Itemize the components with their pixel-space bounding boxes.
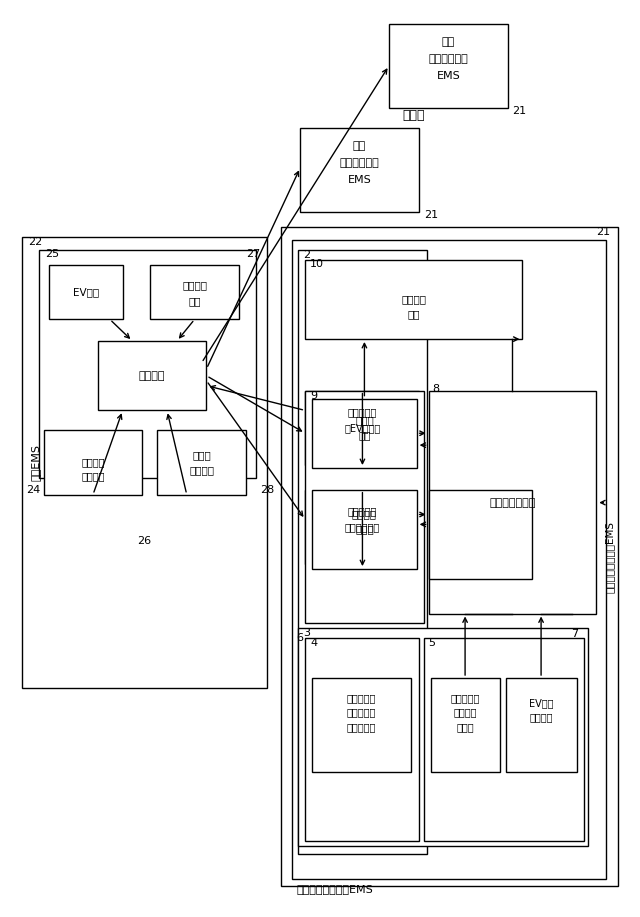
Text: 充電ステーションEMS: 充電ステーションEMS: [296, 884, 373, 894]
Bar: [389, 24, 508, 108]
Bar: [312, 399, 417, 468]
Text: 8: 8: [433, 383, 440, 393]
Text: 場所情報: 場所情報: [81, 470, 105, 481]
Text: 走行情報: 走行情報: [189, 465, 214, 475]
Bar: [305, 391, 424, 624]
Text: 充電情報: 充電情報: [182, 281, 207, 291]
Text: 充電条件決定部: 充電条件決定部: [489, 498, 536, 508]
Text: 充電情報: 充電情報: [401, 294, 426, 304]
Bar: [431, 678, 500, 772]
Bar: [312, 678, 411, 772]
Bar: [429, 490, 532, 579]
Text: 予備充電: 予備充電: [352, 510, 377, 520]
Bar: [300, 128, 419, 212]
Text: 21: 21: [424, 210, 438, 220]
Text: （EV情報）: （EV情報）: [344, 424, 381, 433]
Text: （定置型蓄: （定置型蓄: [347, 708, 376, 718]
Text: 5: 5: [429, 638, 436, 648]
Text: 第２取得部: 第２取得部: [347, 693, 376, 702]
Text: 量計算: 量計算: [355, 525, 374, 535]
Bar: [305, 638, 419, 842]
Text: 3: 3: [303, 628, 310, 638]
Text: 27: 27: [246, 249, 260, 259]
Bar: [506, 678, 577, 772]
Text: 7: 7: [571, 629, 578, 639]
Text: 充電量: 充電量: [355, 415, 374, 425]
Text: 電費・: 電費・: [192, 450, 211, 460]
Bar: [292, 240, 606, 879]
Bar: [298, 628, 588, 846]
Bar: [280, 227, 618, 886]
Text: 21: 21: [513, 106, 527, 116]
Text: 第３取得部: 第３取得部: [348, 506, 377, 516]
Bar: [38, 250, 256, 478]
Text: 出力: 出力: [408, 309, 420, 319]
Text: 28: 28: [260, 485, 275, 494]
Text: 10: 10: [310, 259, 324, 269]
Text: 25: 25: [45, 249, 60, 259]
Text: 充電: 充電: [353, 141, 366, 151]
Text: 22: 22: [28, 237, 42, 247]
Text: 上位EMS: 上位EMS: [31, 445, 41, 481]
Bar: [312, 490, 417, 569]
Bar: [305, 391, 419, 465]
Text: 26: 26: [137, 536, 152, 547]
Text: 2: 2: [303, 249, 310, 260]
Bar: [305, 260, 522, 339]
Bar: [49, 265, 123, 319]
Text: 情報）: 情報）: [456, 723, 474, 733]
Text: 第１取得部: 第１取得部: [348, 407, 377, 417]
Text: 経路充電: 経路充電: [81, 457, 105, 467]
Text: 充電: 充電: [442, 37, 455, 47]
Text: EMS: EMS: [348, 174, 371, 184]
Bar: [429, 391, 596, 613]
Text: EV充電: EV充電: [529, 698, 554, 708]
Text: 24: 24: [26, 485, 40, 494]
Text: 電池情報）: 電池情報）: [347, 723, 376, 733]
Text: EV情報: EV情報: [73, 288, 99, 297]
Text: EMS: EMS: [436, 71, 460, 81]
Text: 第４取得部: 第４取得部: [451, 693, 480, 702]
Bar: [157, 430, 246, 494]
Text: 6: 6: [296, 634, 303, 644]
Text: ・・・: ・・・: [403, 108, 425, 122]
Text: ステーション: ステーション: [428, 54, 468, 63]
Text: ステーション: ステーション: [340, 158, 380, 168]
Text: （充電器: （充電器: [453, 708, 477, 718]
Text: 提供: 提供: [188, 296, 201, 306]
Text: 4: 4: [310, 638, 317, 648]
Text: 充電誘導: 充電誘導: [139, 370, 166, 381]
Text: 21: 21: [596, 227, 610, 238]
Bar: [298, 250, 427, 855]
Bar: [22, 237, 267, 688]
Bar: [305, 490, 419, 564]
Bar: [98, 341, 207, 411]
Bar: [44, 430, 142, 494]
Bar: [424, 638, 584, 842]
Bar: [150, 265, 239, 319]
Text: （電力情報）: （電力情報）: [345, 523, 380, 533]
Text: 9: 9: [310, 391, 317, 401]
Text: 充電ステーションEMS: 充電ステーションEMS: [604, 521, 614, 593]
Text: 調整: 調整: [358, 430, 371, 440]
Text: 量モデル: 量モデル: [529, 713, 553, 723]
